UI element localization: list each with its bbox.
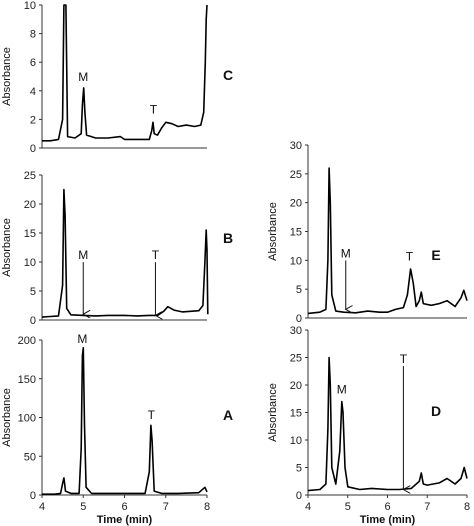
y-axis-label: Absorbance [1,388,13,447]
y-tick-label: 0 [30,490,36,502]
x-tick-label: 8 [464,501,470,513]
y-tick-label: 50 [24,451,36,463]
panel-label: C [223,67,233,83]
panel-label: D [431,403,441,419]
panel-label: A [223,407,233,423]
y-tick-label: 5 [296,284,302,296]
y-tick-label: 0 [296,313,302,325]
chromatogram-trace [41,188,209,318]
y-tick-label: 0 [30,143,36,155]
chromatogram-trace [42,347,208,495]
x-axis-label: Time (min) [97,514,153,526]
peak-annotation-m: M [78,248,88,262]
y-tick-label: 15 [24,228,36,240]
y-axis-label: Absorbance [267,202,279,261]
x-tick-label: 6 [121,501,127,513]
y-tick-label: 5 [30,286,36,298]
panel-label: B [223,230,233,246]
y-tick-label: 2 [30,114,36,126]
x-tick-label: 5 [80,501,86,513]
peak-annotation-t: T [152,248,160,262]
y-tick-label: 15 [290,408,302,420]
y-tick-label: 0 [30,315,36,327]
y-tick-label: 20 [24,199,36,211]
y-tick-label: 0 [296,490,302,502]
y-axis-label: Absorbance [1,218,13,277]
y-tick-label: 10 [290,435,302,447]
x-tick-label: 6 [384,501,390,513]
chart-panel-e: 0 5 10 15 20 25 30 Absorbance E M T [267,140,468,325]
y-tick-label: 30 [290,140,302,152]
x-axis-label: Time (min) [360,514,416,526]
chart-panel-c: 0 2 4 6 8 10 Absorbance C M T [1,0,233,155]
peak-annotation-m: M [77,332,87,346]
x-tick-label: 4 [39,501,45,513]
chart-panel-d: 0 5 10 15 20 25 30 4 5 6 7 8 Absorbance Time (min) D M T [267,325,470,526]
y-tick-label: 25 [24,170,36,182]
peak-annotation-m: M [78,70,88,84]
y-tick-label: 4 [30,86,36,98]
x-tick-label: 7 [163,501,169,513]
y-tick-label: 10 [290,255,302,267]
x-tick-label: 7 [424,501,430,513]
peak-annotation-m: M [337,382,347,396]
chromatogram-trace [42,4,208,142]
chromatogram-trace [307,356,468,492]
y-tick-label: 15 [290,227,302,239]
x-tick-label: 4 [305,501,311,513]
y-tick-label: 100 [18,413,36,425]
y-tick-label: 5 [296,463,302,475]
y-tick-label: 200 [18,335,36,347]
chart-panel-a: 0 50 100 150 200 4 5 6 7 8 Absorbance Time (min) A M T [1,332,233,526]
chromatogram-trace [307,167,468,315]
y-tick-label: 20 [290,380,302,392]
y-tick-label: 10 [24,0,36,12]
y-axis-label: Absorbance [267,383,279,442]
x-tick-label: 5 [345,501,351,513]
peak-annotation-t: T [150,103,158,117]
y-axis-label: Absorbance [1,47,13,106]
peak-annotation-t: T [400,352,408,366]
y-tick-label: 150 [18,374,36,386]
y-tick-label: 20 [290,198,302,210]
y-tick-label: 8 [30,29,36,41]
peak-annotation-t: T [406,249,414,263]
y-tick-label: 25 [290,169,302,181]
panel-label: E [431,247,440,263]
y-tick-label: 10 [24,257,36,269]
y-tick-label: 30 [290,325,302,337]
y-tick-label: 25 [290,353,302,365]
x-tick-label: 8 [204,501,210,513]
peak-annotation-t: T [148,408,156,422]
peak-annotation-m: M [341,246,351,260]
chart-panel-b: 0 5 10 15 20 25 Absorbance B M T [1,170,233,327]
y-tick-label: 6 [30,57,36,69]
